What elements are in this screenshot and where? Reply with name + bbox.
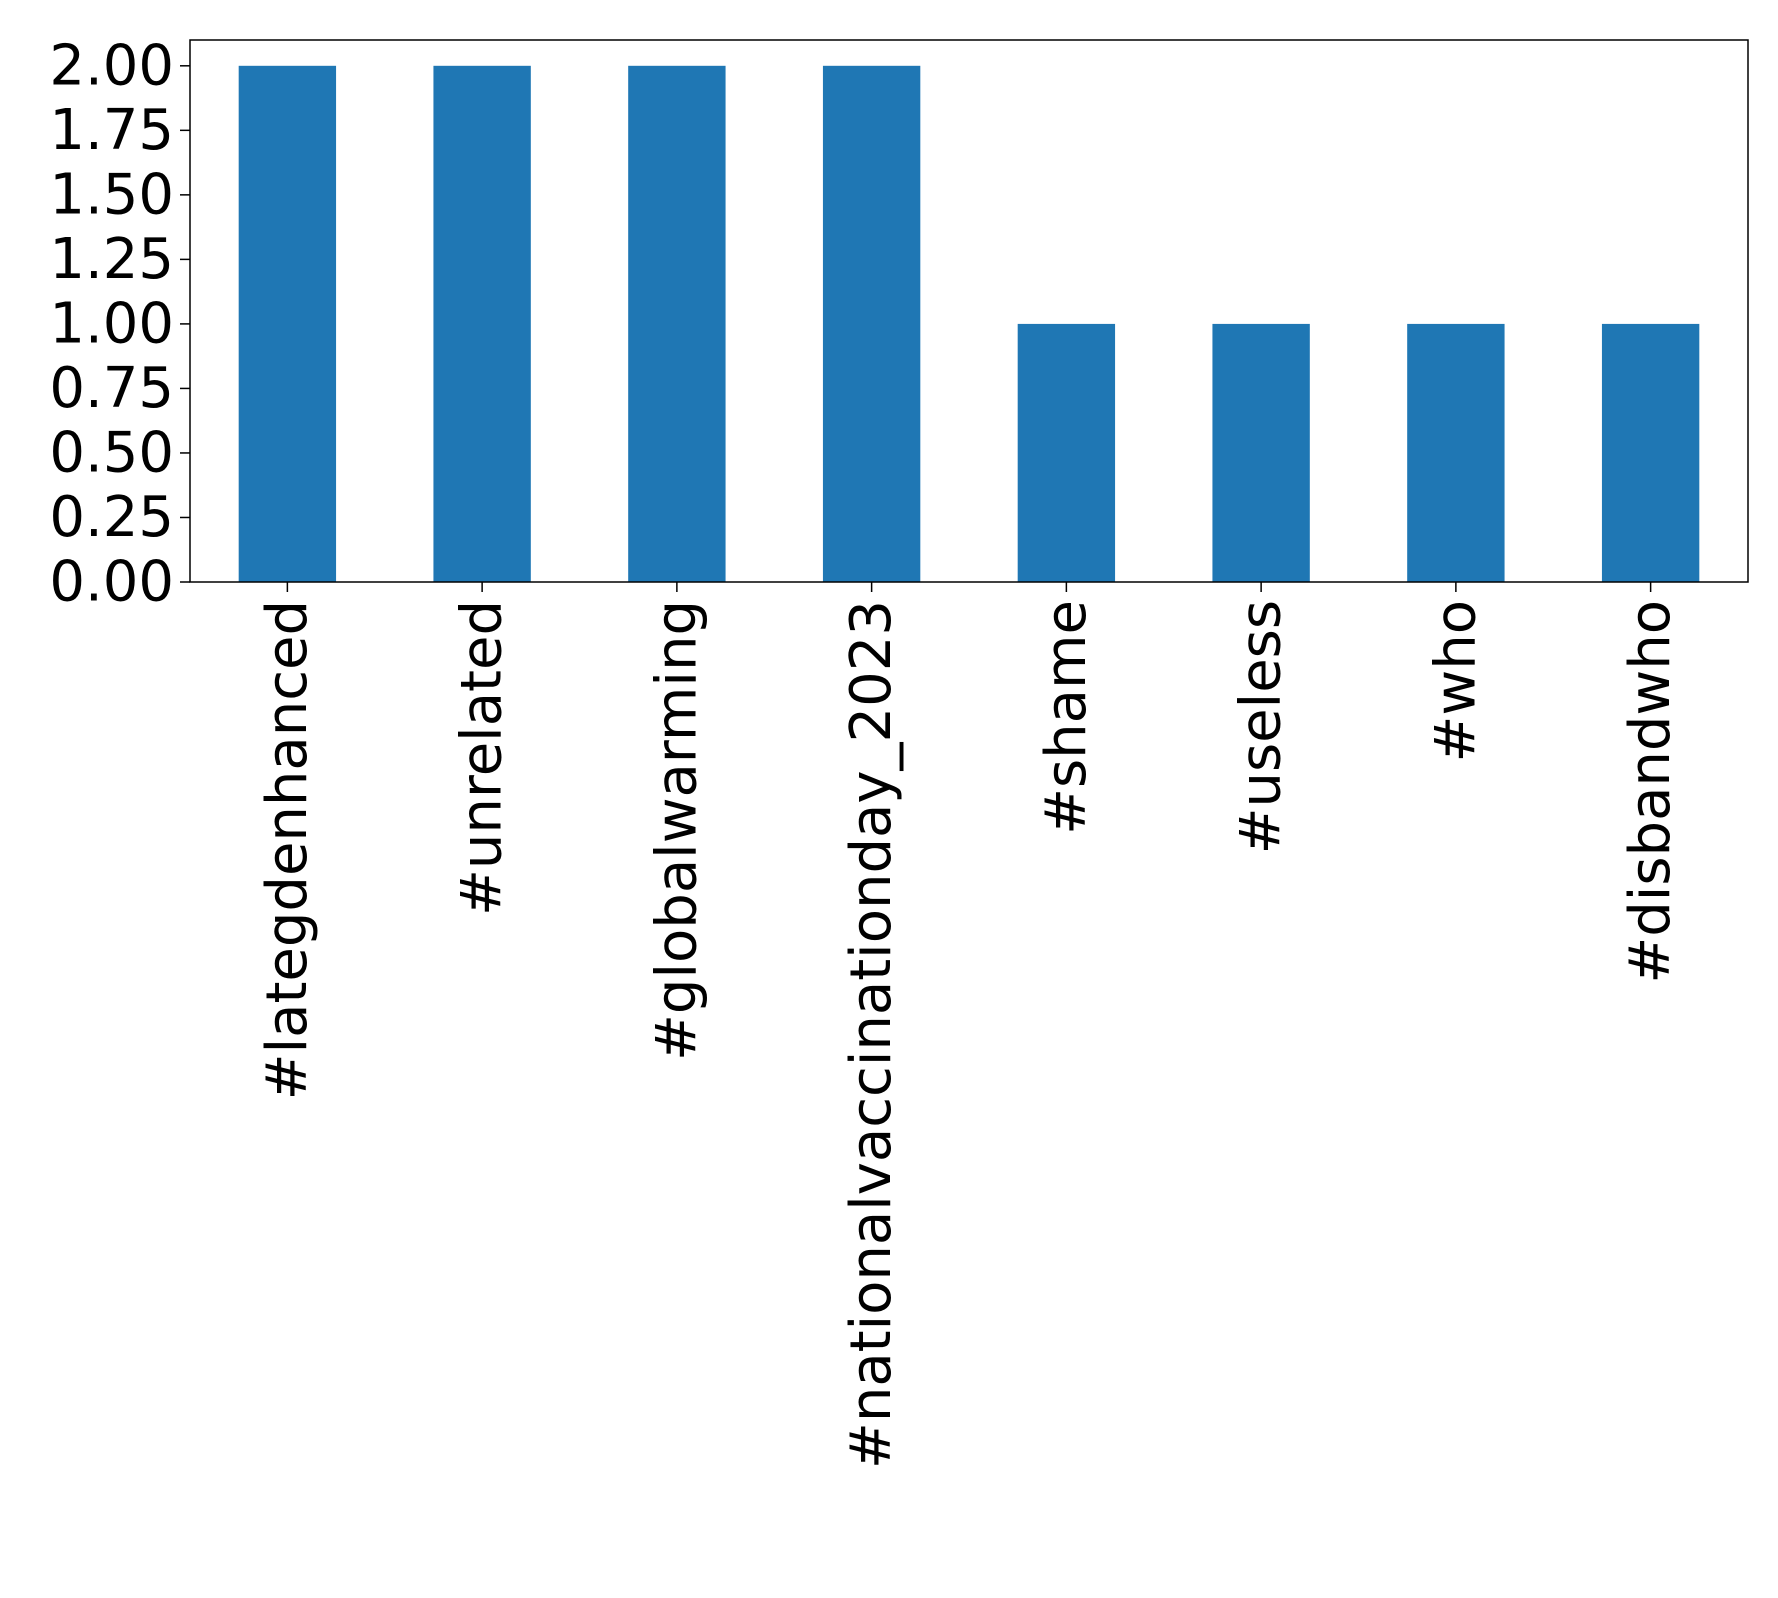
bar-nationalvaccinationday_2023 xyxy=(823,66,920,582)
y-tick-label: 1.50 xyxy=(49,162,174,227)
x-axis: #lategdenhanced #unrelated #globalwarming #… xyxy=(255,582,1683,1469)
y-tick-label: 0.00 xyxy=(49,550,174,615)
bar-globalwarming xyxy=(628,66,725,582)
x-tick-label: #disbandwho xyxy=(1618,600,1683,984)
y-tick-label: 0.25 xyxy=(49,485,174,550)
y-tick-label: 1.75 xyxy=(49,98,174,163)
x-tick-label: #shame xyxy=(1034,600,1099,835)
bar-unrelated xyxy=(433,66,530,582)
x-tick-label: #who xyxy=(1423,600,1488,762)
plot-frame xyxy=(190,40,1748,582)
bar-shame xyxy=(1018,324,1115,582)
bars-group xyxy=(239,66,1700,582)
y-tick-label: 1.00 xyxy=(49,291,174,356)
y-axis: 0.000.250.500.751.001.251.501.752.00 xyxy=(49,33,190,614)
y-tick-label: 0.50 xyxy=(49,420,174,485)
y-tick-label: 0.75 xyxy=(49,356,174,421)
bar-useless xyxy=(1212,324,1309,582)
x-tick-label: #useless xyxy=(1229,600,1294,854)
x-tick-label: #unrelated xyxy=(450,600,515,916)
bar-disbandwho xyxy=(1602,324,1699,582)
y-tick-label: 1.25 xyxy=(49,227,174,292)
x-tick-label: #lategdenhanced xyxy=(255,600,320,1100)
bar-who xyxy=(1407,324,1504,582)
y-tick-label: 2.00 xyxy=(49,33,174,98)
x-tick-label: #nationalvaccinationday_2023 xyxy=(839,600,904,1469)
x-tick-label: #globalwarming xyxy=(644,600,709,1061)
bar-lategdenhanced xyxy=(239,66,336,582)
